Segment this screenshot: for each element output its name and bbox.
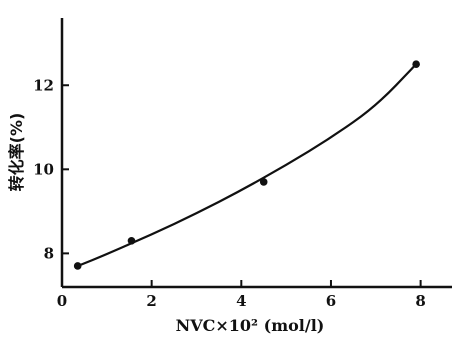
data-points [73,60,420,270]
y-tick-label-10: 10 [33,160,54,178]
y-tick-label-12: 12 [33,76,54,94]
ticks [61,84,422,287]
x-tick-label-0: 0 [57,292,67,310]
x-tick-label-2: 2 [146,292,156,310]
fit-curve [77,63,418,268]
axes [60,18,452,289]
x-tick-label-8: 8 [415,292,425,310]
y-axis-title: 转化率(%) [7,113,26,192]
x-tick-label-6: 6 [326,292,336,310]
data-point-4 [412,60,420,69]
y-tick-label-8: 8 [44,244,54,262]
data-point-1 [73,262,82,270]
x-tick-label-4: 4 [236,292,246,310]
tick-labels: 0 2 4 6 8 8 10 12 [33,76,426,310]
data-point-2 [127,236,136,245]
data-point-3 [259,178,268,186]
x-axis-title: NVC×10² (mol/l) [176,316,325,335]
